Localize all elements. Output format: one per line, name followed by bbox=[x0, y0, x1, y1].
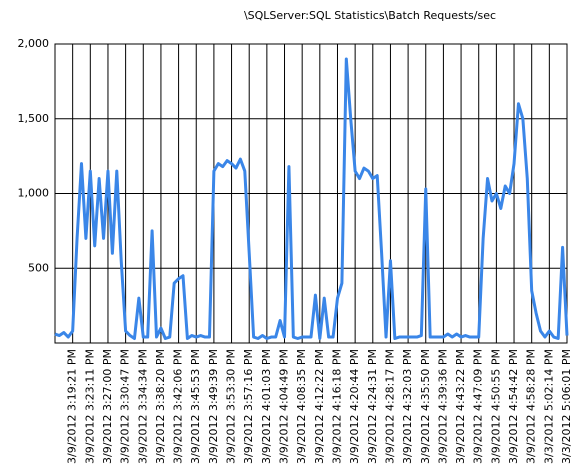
x-tick-label: 3/9/2012 4:32:03 PM bbox=[401, 349, 414, 464]
x-tick-label: 3/9/2012 4:24:31 PM bbox=[366, 349, 379, 464]
y-tick-label: 2,000 bbox=[18, 37, 50, 50]
x-tick-label: 3/9/2012 3:57:16 PM bbox=[242, 349, 255, 464]
x-tick-label: 3/9/2012 4:04:49 PM bbox=[278, 349, 291, 464]
x-tick-label: 3/9/2012 3:34:34 PM bbox=[136, 349, 149, 464]
x-tick-label: 3/9/2012 4:50:55 PM bbox=[489, 349, 502, 464]
x-tick-label: 3/9/2012 4:08:35 PM bbox=[295, 349, 308, 464]
x-tick-label: 3/9/2012 3:42:06 PM bbox=[172, 349, 185, 464]
y-tick-label: 1,000 bbox=[18, 187, 50, 200]
x-tick-label: 3/9/2012 3:19:21 PM bbox=[66, 349, 79, 464]
x-tick-label: 3/9/2012 3:38:20 PM bbox=[154, 349, 167, 464]
x-tick-label: 3/9/2012 4:54:42 PM bbox=[507, 349, 520, 464]
x-tick-label: 3/9/2012 4:39:36 PM bbox=[436, 349, 449, 464]
x-tick-label: 3/9/2012 3:45:53 PM bbox=[189, 349, 202, 464]
chart-title: \SQLServer:SQL Statistics\Batch Requests… bbox=[244, 9, 496, 22]
x-tick-label: 3/9/2012 3:27:00 PM bbox=[101, 349, 114, 464]
series-line bbox=[54, 57, 569, 341]
x-tick-label: 3/3/2012 5:06:01 PM bbox=[560, 349, 573, 464]
x-tick-label: 3/9/2012 3:23:11 PM bbox=[83, 349, 96, 464]
x-tick-label: 3/9/2012 4:47:09 PM bbox=[472, 349, 485, 464]
x-tick-label: 3/9/2012 4:35:50 PM bbox=[419, 349, 432, 464]
y-tick-label: 1,500 bbox=[18, 112, 50, 125]
x-tick-label: 3/9/2012 4:01:03 PM bbox=[260, 349, 273, 464]
x-tick-label: 3/9/2012 3:49:39 PM bbox=[207, 349, 220, 464]
x-tick-label: 3/9/2012 4:20:44 PM bbox=[348, 349, 361, 464]
x-tick-label: 3/9/2012 3:53:30 PM bbox=[225, 349, 238, 464]
x-tick-label: 3/9/2012 4:12:22 PM bbox=[313, 349, 326, 464]
x-tick-label: 3/9/2012 4:16:18 PM bbox=[330, 349, 343, 464]
y-tick-label: 500 bbox=[28, 261, 49, 274]
x-tick-label: 3/3/2012 5:02:14 PM bbox=[542, 349, 555, 464]
x-tick-label: 3/9/2012 4:58:28 PM bbox=[525, 349, 538, 464]
x-tick-label: 3/9/2012 4:43:22 PM bbox=[454, 349, 467, 464]
x-tick-label: 3/9/2012 3:30:47 PM bbox=[119, 349, 132, 464]
x-tick-label: 3/9/2012 4:28:17 PM bbox=[383, 349, 396, 464]
